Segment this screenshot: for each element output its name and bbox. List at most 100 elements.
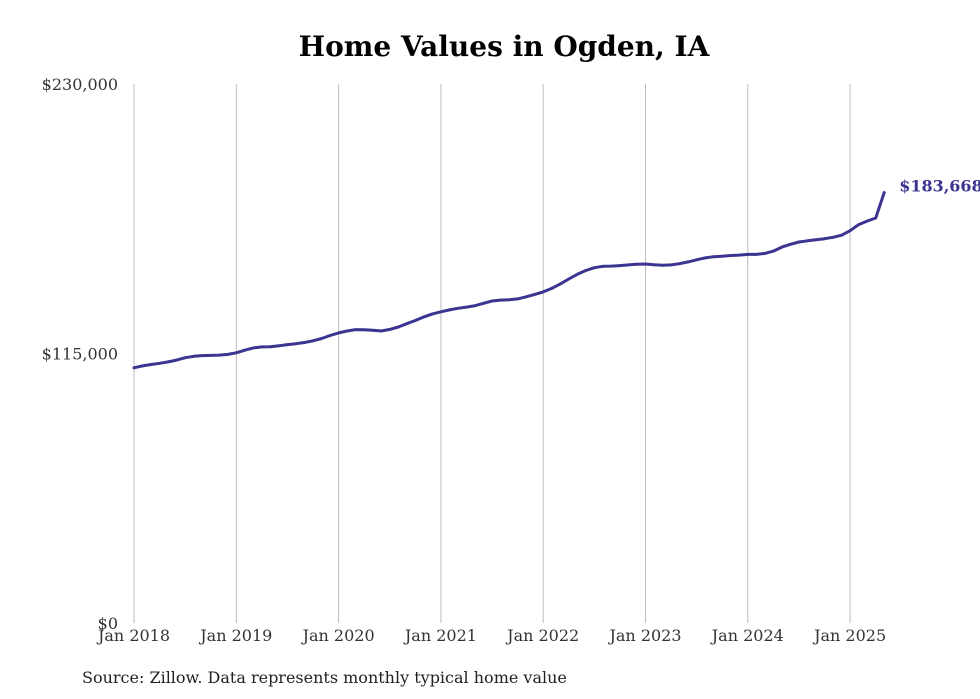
x-tick-label: Jan 2024 (710, 626, 784, 645)
data-point (644, 262, 647, 266)
data-point (610, 264, 613, 268)
data-point (396, 325, 400, 329)
data-point (234, 351, 238, 355)
y-tick-label: $0 (98, 614, 118, 633)
data-point (149, 363, 153, 366)
data-point (831, 235, 835, 239)
data-point (695, 258, 698, 262)
data-point (303, 341, 306, 344)
data-point (840, 233, 843, 237)
data-point (354, 328, 357, 331)
data-point (857, 223, 860, 227)
data-point (823, 237, 826, 241)
series-line (132, 191, 886, 370)
data-point (772, 249, 775, 253)
data-point (754, 253, 758, 256)
data-point (882, 191, 886, 195)
data-point (439, 310, 443, 314)
data-point (848, 229, 852, 233)
data-point (431, 312, 434, 316)
data-point (490, 299, 494, 303)
data-point (584, 269, 588, 272)
data-point (541, 290, 545, 294)
y-axis-ticks: $0 $115,000 $230,000 (42, 75, 118, 633)
data-point (192, 354, 196, 358)
data-point (797, 240, 801, 244)
data-point (448, 308, 451, 312)
data-point (558, 282, 562, 286)
x-tick-label: Jan 2023 (607, 626, 681, 645)
data-point (652, 263, 656, 267)
data-point (175, 358, 179, 362)
data-point (277, 344, 281, 348)
data-point (260, 345, 264, 349)
source-note: Source: Zillow. Data represents monthly … (82, 668, 567, 687)
data-point (712, 255, 716, 259)
x-tick-label: Jan 2025 (812, 626, 886, 645)
data-point (703, 256, 707, 260)
data-point (286, 343, 289, 346)
data-point (550, 287, 554, 290)
data-point (669, 263, 673, 267)
data-point (618, 264, 622, 267)
chart-title: Home Values in Ogden, IA (298, 30, 710, 63)
data-point (601, 264, 605, 268)
data-point (379, 329, 383, 333)
end-value-label: $183,668 (899, 177, 980, 196)
data-point (217, 353, 221, 357)
series-layer: $183,668 (132, 177, 980, 370)
data-point (789, 242, 792, 246)
data-point (516, 297, 519, 301)
data-point (473, 304, 477, 308)
x-tick-label: Jan 2021 (403, 626, 477, 645)
grid-lines (133, 84, 851, 623)
data-point (328, 334, 332, 337)
data-point (345, 329, 349, 333)
data-point (575, 272, 579, 276)
data-point (593, 266, 596, 270)
data-point (413, 319, 417, 322)
data-point (320, 337, 323, 340)
data-point (661, 263, 664, 267)
data-point (158, 361, 162, 365)
x-tick-label: Jan 2019 (198, 626, 272, 645)
data-point (141, 364, 144, 368)
data-point (533, 293, 537, 296)
y-tick-label: $230,000 (42, 75, 118, 94)
data-point (209, 354, 213, 357)
data-point (465, 305, 468, 309)
data-point (720, 254, 724, 258)
data-point (456, 306, 460, 310)
data-point (226, 353, 230, 356)
x-tick-label: Jan 2020 (301, 626, 375, 645)
data-point (311, 339, 315, 343)
data-point (482, 301, 485, 305)
data-point (132, 366, 136, 370)
data-point (507, 298, 511, 302)
data-point (729, 254, 733, 257)
data-point (686, 260, 690, 264)
data-point (183, 356, 187, 360)
data-point (388, 328, 392, 331)
data-point (405, 322, 409, 326)
y-tick-label: $115,000 (42, 345, 118, 364)
data-point (737, 253, 741, 257)
data-point (243, 348, 247, 352)
data-point (874, 216, 878, 220)
x-tick-label: Jan 2018 (96, 626, 170, 645)
x-axis-ticks: Jan 2018 Jan 2019 Jan 2020 Jan 2021 Jan 2022… (96, 626, 886, 645)
data-point (635, 262, 639, 266)
data-point (678, 262, 681, 266)
data-point (294, 342, 298, 346)
data-point (252, 346, 255, 350)
data-point (200, 354, 204, 357)
data-point (422, 315, 426, 319)
data-point (567, 277, 571, 281)
data-point (763, 252, 767, 255)
x-tick-label: Jan 2022 (505, 626, 579, 645)
data-point (806, 239, 809, 243)
data-point (499, 298, 502, 302)
data-point (814, 238, 818, 242)
data-point (865, 219, 869, 223)
